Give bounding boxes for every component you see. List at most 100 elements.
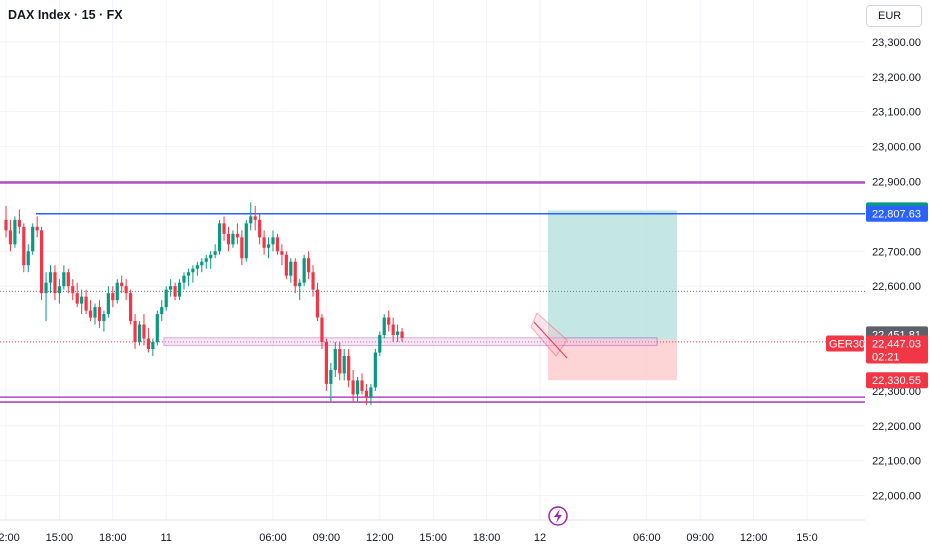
candle (284, 251, 288, 280)
event-flash-icon[interactable] (548, 506, 568, 526)
price-tick-label: 22,000.00 (872, 491, 921, 503)
candle (244, 219, 248, 262)
candle (302, 254, 306, 287)
stop-zone[interactable] (548, 339, 677, 381)
candle-body (333, 348, 337, 370)
candle (369, 383, 373, 405)
time-tick-label: 15:0 (796, 532, 817, 544)
position-zones[interactable] (548, 210, 677, 381)
candle (271, 230, 275, 252)
candle (62, 265, 66, 290)
candle-body (360, 380, 364, 391)
candle (338, 342, 342, 381)
candle-body (93, 307, 97, 318)
time-tick-label: 12:00 (0, 532, 20, 544)
candle (329, 362, 333, 402)
level-lines[interactable] (0, 181, 865, 403)
candle (200, 258, 204, 273)
candle (231, 230, 235, 248)
candle-body (351, 380, 355, 395)
candle (320, 314, 324, 349)
candle-body (249, 216, 253, 224)
candle (164, 286, 168, 311)
candle (204, 254, 208, 269)
blue-level-price-tag-bg (866, 205, 928, 222)
price-tick-label: 23,300.00 (872, 37, 921, 49)
candle (124, 279, 128, 301)
time-tick-label: 12 (534, 532, 546, 544)
candle-body (195, 265, 199, 269)
candlestick-series (4, 202, 404, 405)
blue-level-price-tag: 22,807.63 (872, 209, 921, 221)
candle (151, 338, 155, 356)
falling-wedge-drawing[interactable] (530, 312, 568, 359)
candle (191, 265, 195, 283)
candle-body (17, 219, 21, 227)
time-tick-label: 06:00 (633, 532, 661, 544)
time-axis[interactable]: 12:00 15:00 18:00 11 06:00 09:00 12:00 15:00 18:… (0, 519, 865, 544)
price-tags: 22,817.0822,807.6322,451.8122,447.0302:2… (826, 202, 928, 389)
range-box[interactable] (163, 337, 658, 347)
symbol-title[interactable]: DAX Index · 15 · FX (8, 8, 123, 22)
candle (280, 244, 284, 266)
candle (333, 342, 337, 377)
candle (26, 244, 30, 273)
candle (342, 348, 346, 381)
candle (351, 369, 355, 402)
candle-body (169, 286, 173, 290)
candle-body (155, 314, 159, 343)
candle (40, 226, 44, 301)
candle-body (213, 251, 217, 255)
price-tick-label: 22,100.00 (872, 456, 921, 468)
candle-body (133, 321, 137, 343)
candle (142, 314, 146, 346)
candle-body (31, 226, 35, 252)
candle-body (262, 237, 266, 248)
price-tick-label: 22,600.00 (872, 281, 921, 293)
candle-body (48, 272, 53, 283)
price-axis[interactable]: 23,300.00 23,200.00 23,100.00 23,000.00 22,9… (872, 37, 921, 503)
flash-icon[interactable] (554, 509, 562, 523)
candle-body (4, 219, 8, 231)
price-tick-label: 22,700.00 (872, 246, 921, 258)
candle (75, 282, 79, 308)
currency-button[interactable]: EUR (866, 5, 922, 27)
candle-body (320, 317, 324, 343)
candle-body (329, 369, 333, 384)
candle-body (373, 352, 377, 388)
candle (88, 300, 93, 322)
candle-body (364, 390, 369, 398)
candle (209, 251, 213, 269)
time-tick-label: 12:00 (740, 532, 768, 544)
candle-body (8, 230, 13, 245)
time-tick-label: 15:00 (419, 532, 447, 544)
candle (182, 272, 186, 290)
candle (115, 279, 119, 304)
candle (226, 226, 231, 252)
candle-body (71, 286, 75, 294)
candle-body (240, 237, 244, 259)
candle (102, 310, 106, 332)
candle-body (400, 331, 404, 338)
candle (169, 279, 173, 297)
wedge-shape[interactable] (530, 312, 568, 357)
candle (48, 265, 53, 294)
candle (155, 310, 159, 346)
candle (57, 279, 61, 304)
candle-body (146, 338, 150, 349)
candle (293, 258, 297, 294)
candle (97, 300, 102, 329)
candle-body (387, 317, 391, 325)
target-zone[interactable] (548, 210, 677, 340)
candle-body (289, 261, 293, 276)
candle-body (97, 307, 102, 322)
candle (324, 338, 328, 391)
wedge-line[interactable] (533, 321, 568, 359)
candle-body (396, 331, 400, 336)
candle-body (40, 230, 44, 294)
candle (275, 233, 280, 255)
candle-body (253, 216, 257, 220)
candle-body (271, 237, 275, 245)
candle-body (280, 251, 284, 255)
